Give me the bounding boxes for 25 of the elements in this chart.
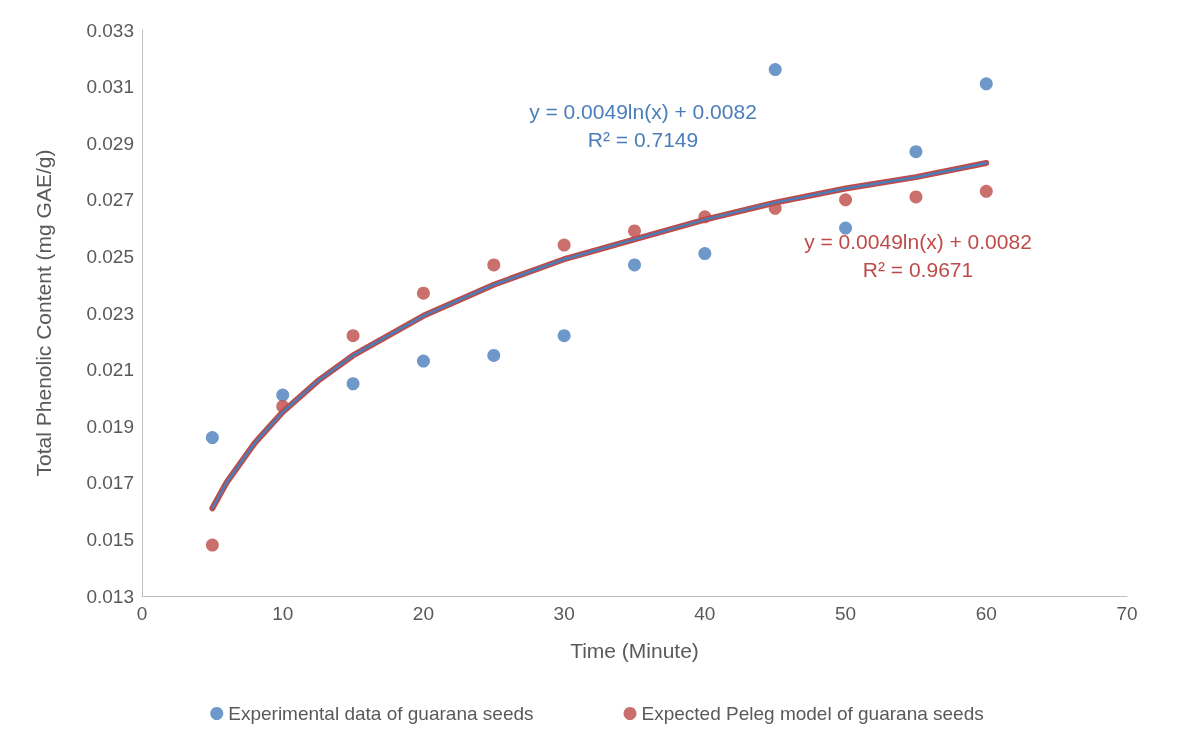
y-tick-label: 0.015	[86, 528, 134, 550]
x-axis-title: Time (Minute)	[570, 639, 699, 662]
annotation: y = 0.0049ln(x) + 0.0082 R² = 0.9671	[804, 229, 1032, 281]
y-tick-label: 0.027	[86, 189, 134, 211]
legend-label: Experimental data of guarana seeds	[228, 703, 534, 724]
y-tick-label: 0.025	[86, 245, 134, 267]
y-tick-label: 0.029	[86, 132, 134, 154]
x-tick-label: 20	[412, 603, 434, 624]
x-tick-label: 40	[694, 603, 716, 624]
x-tick-label: 10	[272, 603, 294, 624]
annotation: y = 0.0049ln(x) + 0.0082 R² = 0.7149	[529, 99, 757, 151]
x-tick-label: 30	[553, 603, 575, 624]
y-tick-label: 0.033	[86, 19, 134, 41]
y-tick-label: 0.023	[86, 302, 134, 324]
y-tick-label: 0.017	[86, 472, 134, 494]
x-tick-label: 60	[975, 603, 997, 624]
x-tick-label: 0	[136, 603, 148, 624]
x-tick-label: 50	[835, 603, 857, 624]
y-tick-label: 0.013	[86, 585, 134, 607]
legend-label: Expected Peleg model of guarana seeds	[641, 703, 984, 724]
y-tick-label: 0.021	[86, 359, 134, 381]
y-axis-title: Total Phenolic Content (mg GAE/g)	[32, 149, 55, 477]
y-tick-label: 0.019	[86, 415, 134, 437]
y-tick-label: 0.031	[86, 76, 134, 98]
x-tick-label: 70	[1116, 603, 1138, 624]
